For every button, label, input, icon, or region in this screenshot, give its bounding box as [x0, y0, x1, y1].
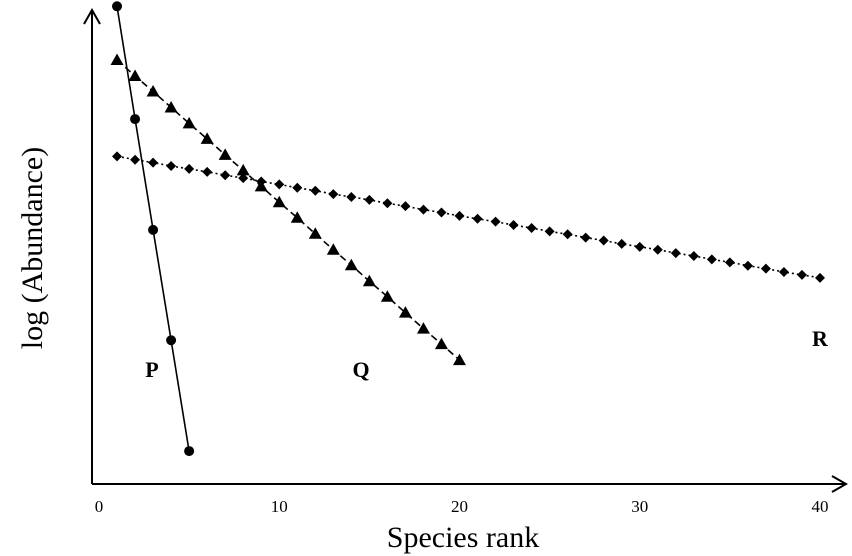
series-r-point — [202, 166, 213, 177]
series-p-point — [130, 114, 141, 125]
series-q-point — [453, 353, 466, 366]
series-p-point — [184, 446, 195, 457]
series-r — [112, 151, 825, 283]
series-q-point — [416, 322, 430, 334]
series-r-point — [616, 238, 627, 249]
series-r-point — [742, 260, 753, 271]
series-r-point — [400, 201, 411, 212]
y-axis-arrowhead — [83, 7, 101, 25]
series-r-line — [116, 155, 821, 279]
axes — [83, 7, 849, 493]
series-q-point — [146, 84, 160, 97]
series-p — [112, 1, 195, 457]
series-r-point — [508, 220, 519, 231]
x-tick-labels: 0 10 20 30 40 — [95, 497, 829, 516]
series-q-point — [308, 227, 322, 239]
series-r-point — [454, 210, 465, 221]
series-r-point — [760, 263, 771, 274]
series-r-point — [778, 267, 789, 278]
series-r-point — [274, 179, 285, 190]
series-r-point — [724, 257, 735, 268]
series-r-point — [238, 173, 249, 184]
series-layer — [110, 1, 825, 457]
series-labels: P Q R — [145, 326, 829, 382]
series-r-point — [148, 157, 159, 168]
series-q-point — [326, 243, 340, 255]
series-p-point — [148, 224, 159, 235]
x-tick-label: 40 — [812, 497, 829, 516]
series-r-point — [256, 176, 267, 187]
series-q-line — [116, 59, 461, 361]
series-q-point — [398, 306, 412, 318]
series-r-point — [292, 182, 303, 193]
series-r-point — [598, 235, 609, 246]
series-r-point — [815, 272, 825, 283]
series-r-point — [796, 269, 807, 280]
x-tick-label: 10 — [271, 497, 288, 516]
series-r-point — [112, 151, 123, 162]
x-tick-label: 30 — [631, 497, 648, 516]
series-label-q: Q — [352, 357, 369, 382]
series-q-point — [380, 290, 394, 302]
series-q-point — [362, 274, 376, 287]
series-r-point — [490, 216, 501, 227]
series-r-point — [328, 189, 339, 200]
series-q-point — [290, 211, 304, 223]
series-p-point — [166, 335, 177, 346]
series-q-point — [200, 132, 214, 144]
series-r-point — [580, 232, 591, 243]
series-q — [110, 53, 466, 366]
series-q-point — [128, 69, 142, 81]
series-r-point — [562, 229, 573, 240]
y-axis-title: log (Abundance) — [16, 147, 49, 349]
series-r-point — [310, 185, 321, 196]
x-axis-title: Species rank — [387, 521, 539, 554]
x-tick-label: 20 — [451, 497, 468, 516]
series-r-point — [526, 222, 537, 233]
x-axis-arrowhead — [831, 475, 849, 493]
series-r-point — [166, 161, 177, 172]
series-q-point — [110, 53, 124, 66]
series-r-point — [184, 163, 195, 174]
series-r-point — [652, 244, 663, 255]
series-r-point — [418, 204, 429, 215]
series-p-point — [112, 1, 123, 12]
series-q-point — [236, 163, 250, 176]
series-q-point — [272, 195, 286, 208]
series-r-point — [688, 251, 699, 262]
series-label-p: P — [145, 357, 158, 382]
series-r-point — [544, 226, 555, 237]
series-q-point — [218, 148, 232, 160]
series-q-point — [344, 258, 358, 271]
series-r-point — [670, 248, 681, 259]
series-r-point — [364, 194, 375, 205]
series-q-point — [434, 337, 448, 350]
x-tick-label: 0 — [95, 497, 104, 516]
series-r-point — [706, 254, 717, 265]
series-r-point — [634, 241, 645, 252]
series-q-point — [164, 100, 178, 113]
series-r-point — [382, 198, 393, 209]
series-label-r: R — [812, 326, 829, 351]
series-r-point — [346, 191, 357, 202]
series-r-point — [130, 154, 141, 165]
series-r-point — [436, 207, 447, 218]
series-q-point — [182, 116, 196, 129]
series-r-point — [472, 213, 483, 224]
series-r-point — [220, 170, 231, 181]
